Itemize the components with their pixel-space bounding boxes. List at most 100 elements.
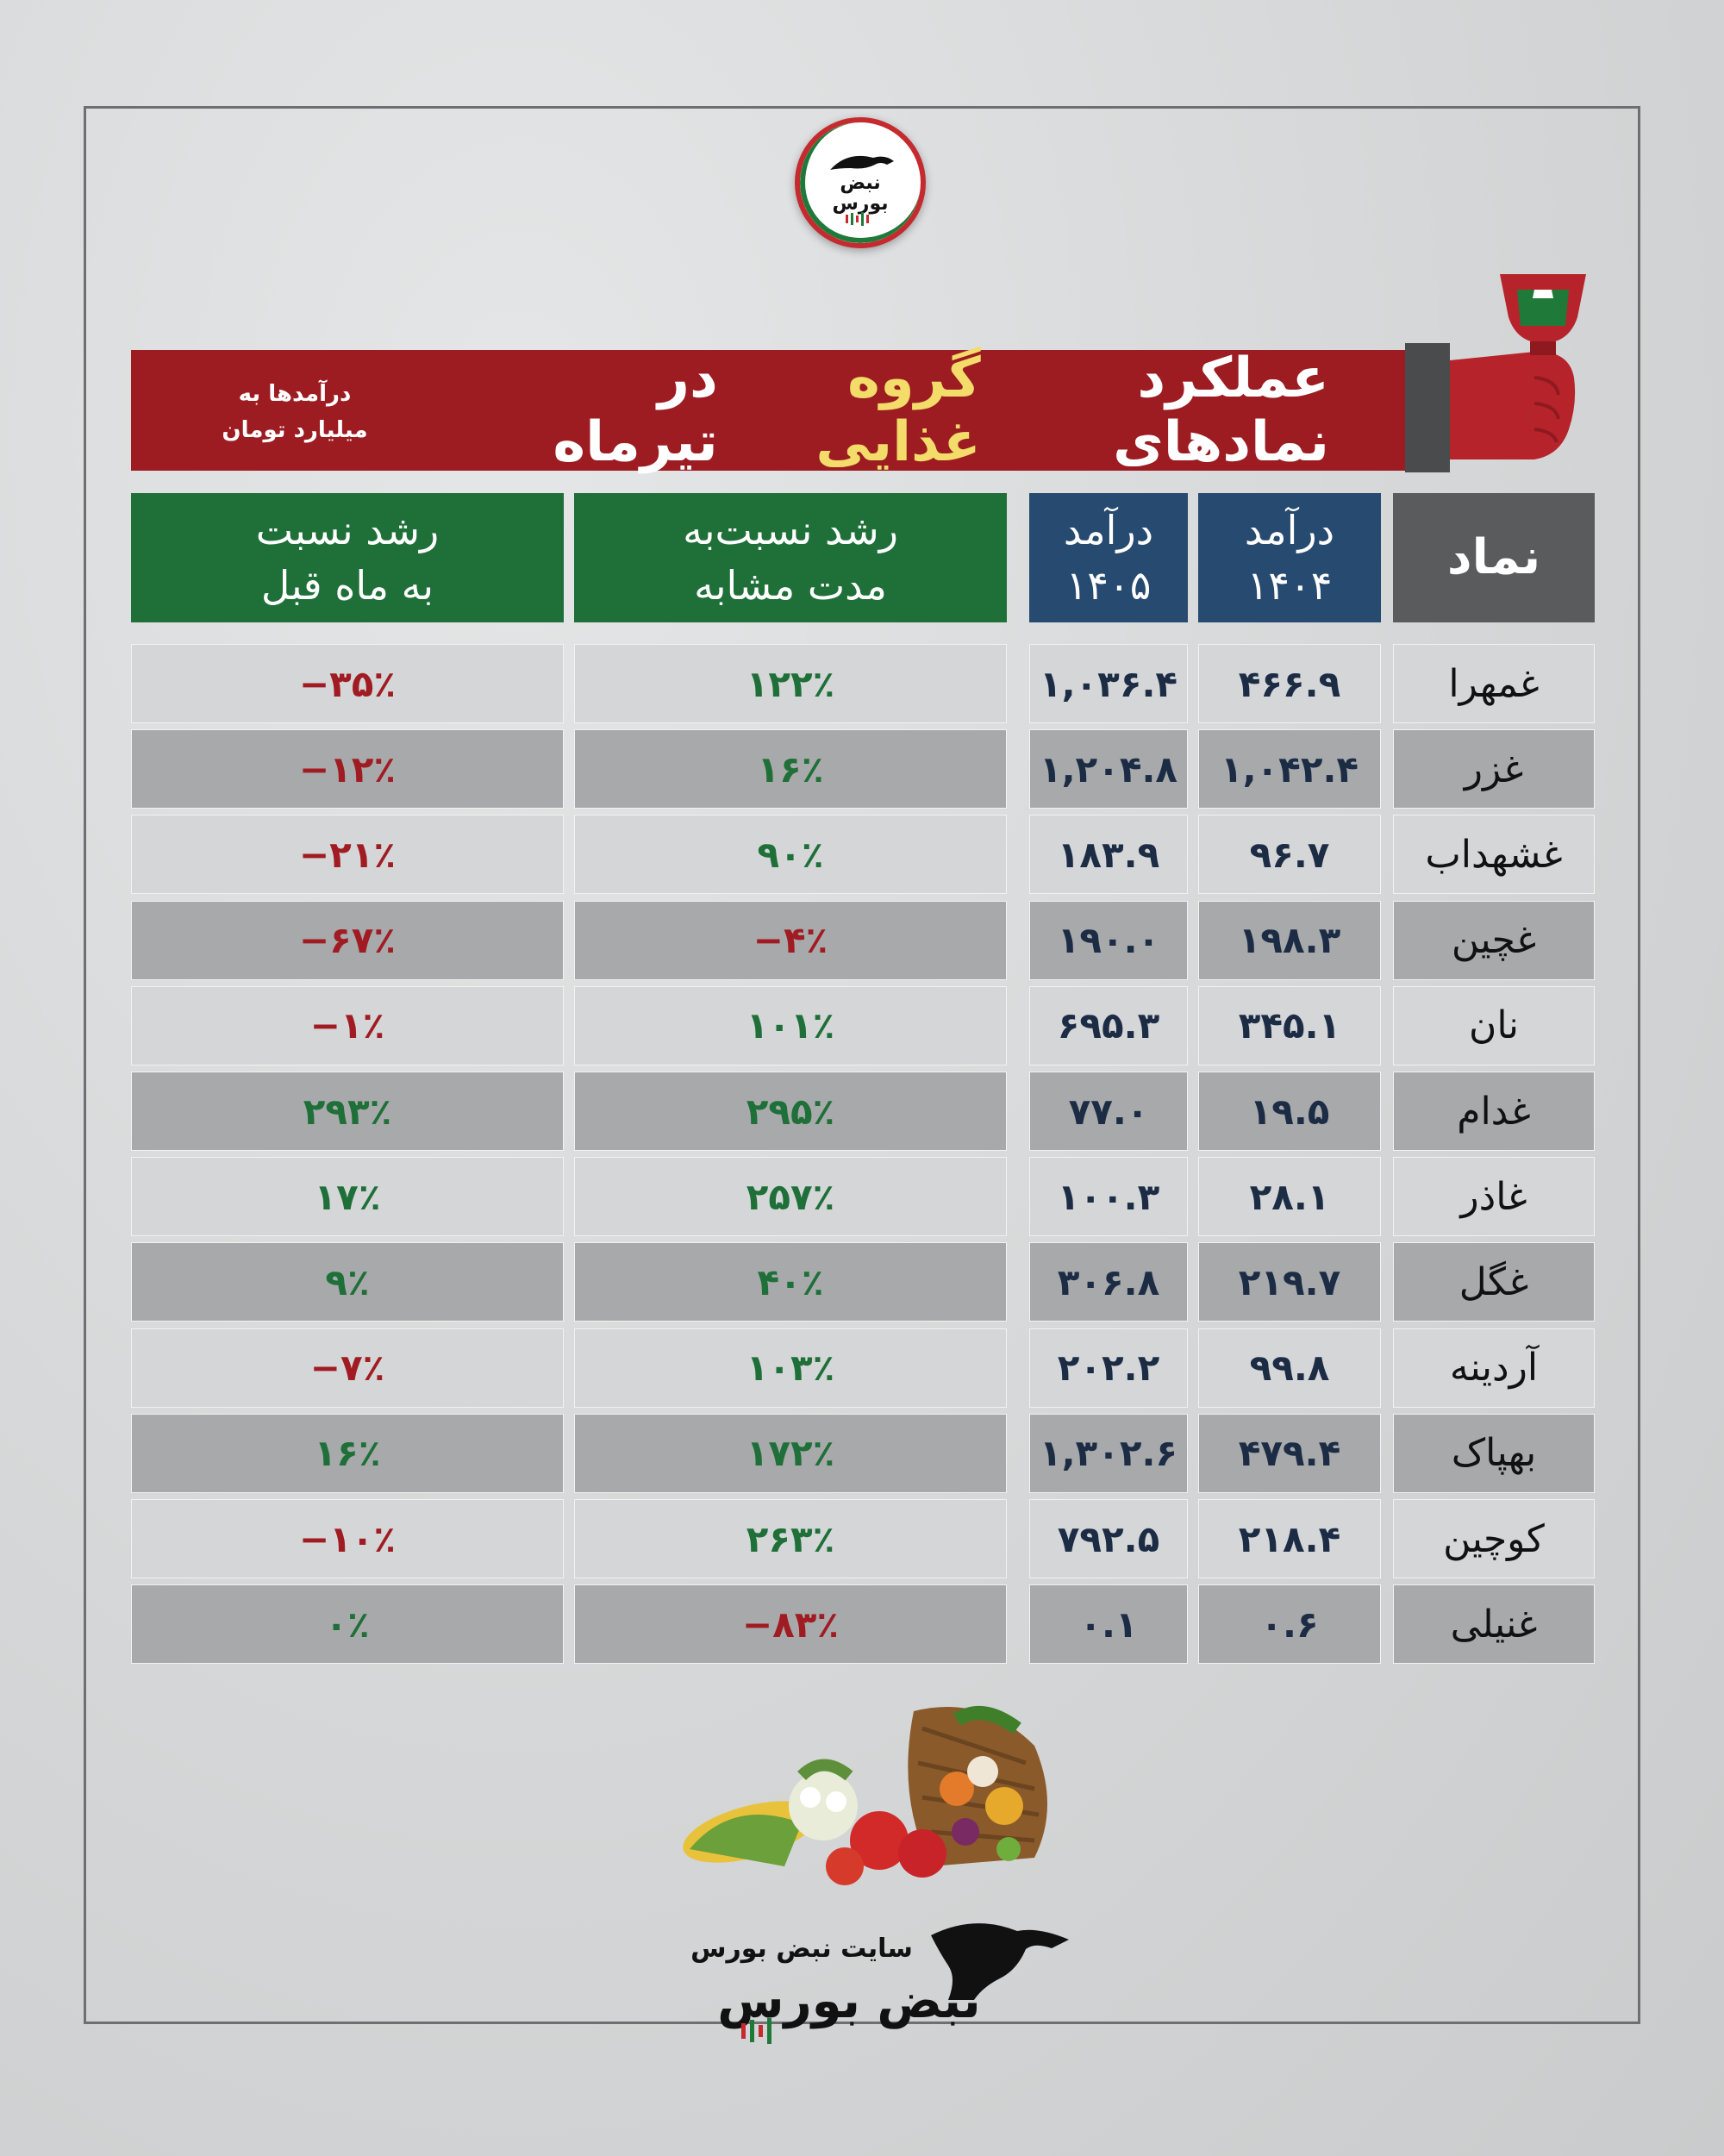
header-symbol-label: نماد (1446, 529, 1541, 585)
cell-revenue-1405: ۱,۲۰۴.۸ (1029, 729, 1188, 809)
cell-revenue-1405: ۷۷.۰ (1029, 1072, 1188, 1151)
brand-logo: نبض بورس (795, 117, 926, 248)
cell-symbol: آردینه (1393, 1328, 1595, 1408)
cell-symbol: غاذر (1393, 1157, 1595, 1237)
cell-yoy-growth: −۸۳٪ (574, 1584, 1007, 1665)
cell-mom-growth: −۶۷٪ (131, 900, 564, 980)
cell-yoy-growth: ۱۰۳٪ (574, 1328, 1007, 1408)
cell-revenue-1404: ۱۹.۵ (1198, 1072, 1381, 1151)
cell-revenue-1404: ۴۷۹.۴ (1198, 1413, 1381, 1493)
cell-revenue-1405: ۶۹۵.۳ (1029, 985, 1188, 1066)
logo-text-bottom: بورس (832, 193, 888, 215)
table-row: ۱۶٪ ۱۷۲٪ ۱,۳۰۲.۶ ۴۷۹.۴ بهپاک (0, 1413, 1724, 1493)
cell-revenue-1405: ۲۰۲.۲ (1029, 1328, 1188, 1408)
cell-revenue-1404: ۲۸.۱ (1198, 1157, 1381, 1237)
cell-symbol: غنیلی (1393, 1584, 1595, 1665)
cell-revenue-1405: ۳۰۶.۸ (1029, 1242, 1188, 1322)
unit-note-line1: درآمدها به (238, 381, 352, 407)
footer-brand-logo: نبض بورس (717, 1923, 1069, 2044)
header-yoy-line1: رشد نسبت‌به (683, 507, 898, 553)
table-row: −۳۵٪ ۱۲۲٪ ۱,۰۳۶.۴ ۴۶۶.۹ غمهرا (0, 644, 1724, 723)
vegetables-basket-icon (683, 1706, 1047, 1885)
header-r05-line1: درآمد (1063, 507, 1154, 553)
logo-text-top: نبض (840, 172, 880, 194)
cell-mom-growth: −۷٪ (131, 1328, 564, 1408)
cell-revenue-1405: ۱۰۰.۳ (1029, 1157, 1188, 1237)
cell-symbol: غزر (1393, 729, 1595, 809)
page-title: عملکرد نمادهای گروه غذایی در تیرماه (528, 347, 1329, 474)
cell-mom-growth: ۹٪ (131, 1242, 564, 1322)
header-revenue-1405: درآمد ۱۴۰۵ (1029, 493, 1188, 622)
cell-revenue-1405: ۱,۰۳۶.۴ (1029, 644, 1188, 723)
table-row: −۱٪ ۱۰۱٪ ۶۹۵.۳ ۳۴۵.۱ نان (0, 985, 1724, 1066)
cell-yoy-growth: ۱۲۲٪ (574, 644, 1007, 723)
cell-revenue-1404: ۱۹۸.۳ (1198, 900, 1381, 980)
header-mom-growth: رشد نسبت به ماه قبل (131, 493, 564, 622)
header-mom-line2: به ماه قبل (260, 562, 434, 609)
cell-revenue-1405: ۱,۳۰۲.۶ (1029, 1413, 1188, 1493)
cell-mom-growth: −۱۰٪ (131, 1499, 564, 1578)
cell-mom-growth: ۲۹۳٪ (131, 1072, 564, 1151)
cell-revenue-1405: ۱۸۳.۹ (1029, 815, 1188, 895)
cell-revenue-1404: ۲۱۸.۴ (1198, 1499, 1381, 1578)
title-part1: عملکرد نمادهای (1113, 347, 1329, 474)
table-row: ۰٪ −۸۳٪ ۰.۱ ۰.۶ غنیلی (0, 1584, 1724, 1665)
cell-symbol: غگل (1393, 1242, 1595, 1322)
table-row: −۶۷٪ −۴٪ ۱۹۰.۰ ۱۹۸.۳ غچین (0, 900, 1724, 980)
table-row: −۱۰٪ ۲۶۳٪ ۷۹۲.۵ ۲۱۸.۴ کوچین (0, 1499, 1724, 1578)
cell-revenue-1404: ۹۶.۷ (1198, 815, 1381, 895)
cell-yoy-growth: ۲۹۵٪ (574, 1072, 1007, 1151)
cell-revenue-1405: ۰.۱ (1029, 1584, 1188, 1665)
cell-yoy-growth: −۴٪ (574, 900, 1007, 980)
table-row: −۲۱٪ ۹۰٪ ۱۸۳.۹ ۹۶.۷ غشهداب (0, 815, 1724, 895)
cell-yoy-growth: ۱۰۱٪ (574, 985, 1007, 1066)
cell-mom-growth: ۱۶٪ (131, 1413, 564, 1493)
header-revenue-1404: درآمد ۱۴۰۴ (1198, 493, 1381, 622)
cell-revenue-1404: ۰.۶ (1198, 1584, 1381, 1665)
cell-symbol: کوچین (1393, 1499, 1595, 1578)
cell-revenue-1405: ۱۹۰.۰ (1029, 900, 1188, 980)
cell-yoy-growth: ۱۷۲٪ (574, 1413, 1007, 1493)
cell-symbol: غمهرا (1393, 644, 1595, 723)
cell-symbol: غچین (1393, 900, 1595, 980)
bull-logo-icon: نبض بورس (830, 155, 894, 226)
header-r05-line2: ۱۴۰۵ (1065, 562, 1152, 609)
header-mom-line1: رشد نسبت (255, 507, 440, 553)
table-row: ۲۹۳٪ ۲۹۵٪ ۷۷.۰ ۱۹.۵ غدام (0, 1072, 1724, 1151)
table-row: ۱۷٪ ۲۵۷٪ ۱۰۰.۳ ۲۸.۱ غاذر (0, 1157, 1724, 1237)
cell-mom-growth: −۱۲٪ (131, 729, 564, 809)
header-yoy-line2: مدت مشابه (694, 562, 887, 609)
cell-yoy-growth: ۲۵۷٪ (574, 1157, 1007, 1237)
fist-scale-icon (1405, 274, 1586, 472)
title-highlight: گروه غذایی (815, 347, 981, 474)
cell-revenue-1404: ۳۴۵.۱ (1198, 985, 1381, 1066)
cell-symbol: غدام (1393, 1072, 1595, 1151)
cell-symbol: غشهداب (1393, 815, 1595, 895)
cell-yoy-growth: ۹۰٪ (574, 815, 1007, 895)
cell-mom-growth: ۱۷٪ (131, 1157, 564, 1237)
table-row: −۱۲٪ ۱۶٪ ۱,۲۰۴.۸ ۱,۰۴۲.۴ غزر (0, 729, 1724, 809)
footer-brand-text: نبض بورس (717, 1973, 980, 2029)
cell-mom-growth: −۲۱٪ (131, 815, 564, 895)
cell-mom-growth: −۱٪ (131, 985, 564, 1066)
cell-symbol: نان (1393, 985, 1595, 1066)
header-yoy-growth: رشد نسبت‌به مدت مشابه (574, 493, 1007, 622)
unit-note-line2: میلیارد تومان (222, 417, 368, 443)
header-r04-line1: درآمد (1244, 507, 1335, 553)
frame-border (84, 106, 1640, 2024)
unit-note: درآمدها به میلیارد تومان (183, 376, 407, 448)
cell-mom-growth: ۰٪ (131, 1584, 564, 1665)
cell-mom-growth: −۳۵٪ (131, 644, 564, 723)
cell-yoy-growth: ۲۶۳٪ (574, 1499, 1007, 1578)
cell-yoy-growth: ۴۰٪ (574, 1242, 1007, 1322)
cell-revenue-1404: ۲۱۹.۷ (1198, 1242, 1381, 1322)
cell-revenue-1405: ۷۹۲.۵ (1029, 1499, 1188, 1578)
title-banner: درآمدها به میلیارد تومان عملکرد نمادهای … (131, 347, 1415, 474)
cell-revenue-1404: ۱,۰۴۲.۴ (1198, 729, 1381, 809)
title-part2: در تیرماه (553, 347, 718, 474)
cell-symbol: بهپاک (1393, 1413, 1595, 1493)
footer-site-label: سایت نبض بورس (690, 1934, 913, 1964)
header-symbol: نماد (1393, 493, 1595, 622)
header-r04-line2: ۱۴۰۴ (1246, 562, 1333, 609)
table-row: ۹٪ ۴۰٪ ۳۰۶.۸ ۲۱۹.۷ غگل (0, 1242, 1724, 1322)
